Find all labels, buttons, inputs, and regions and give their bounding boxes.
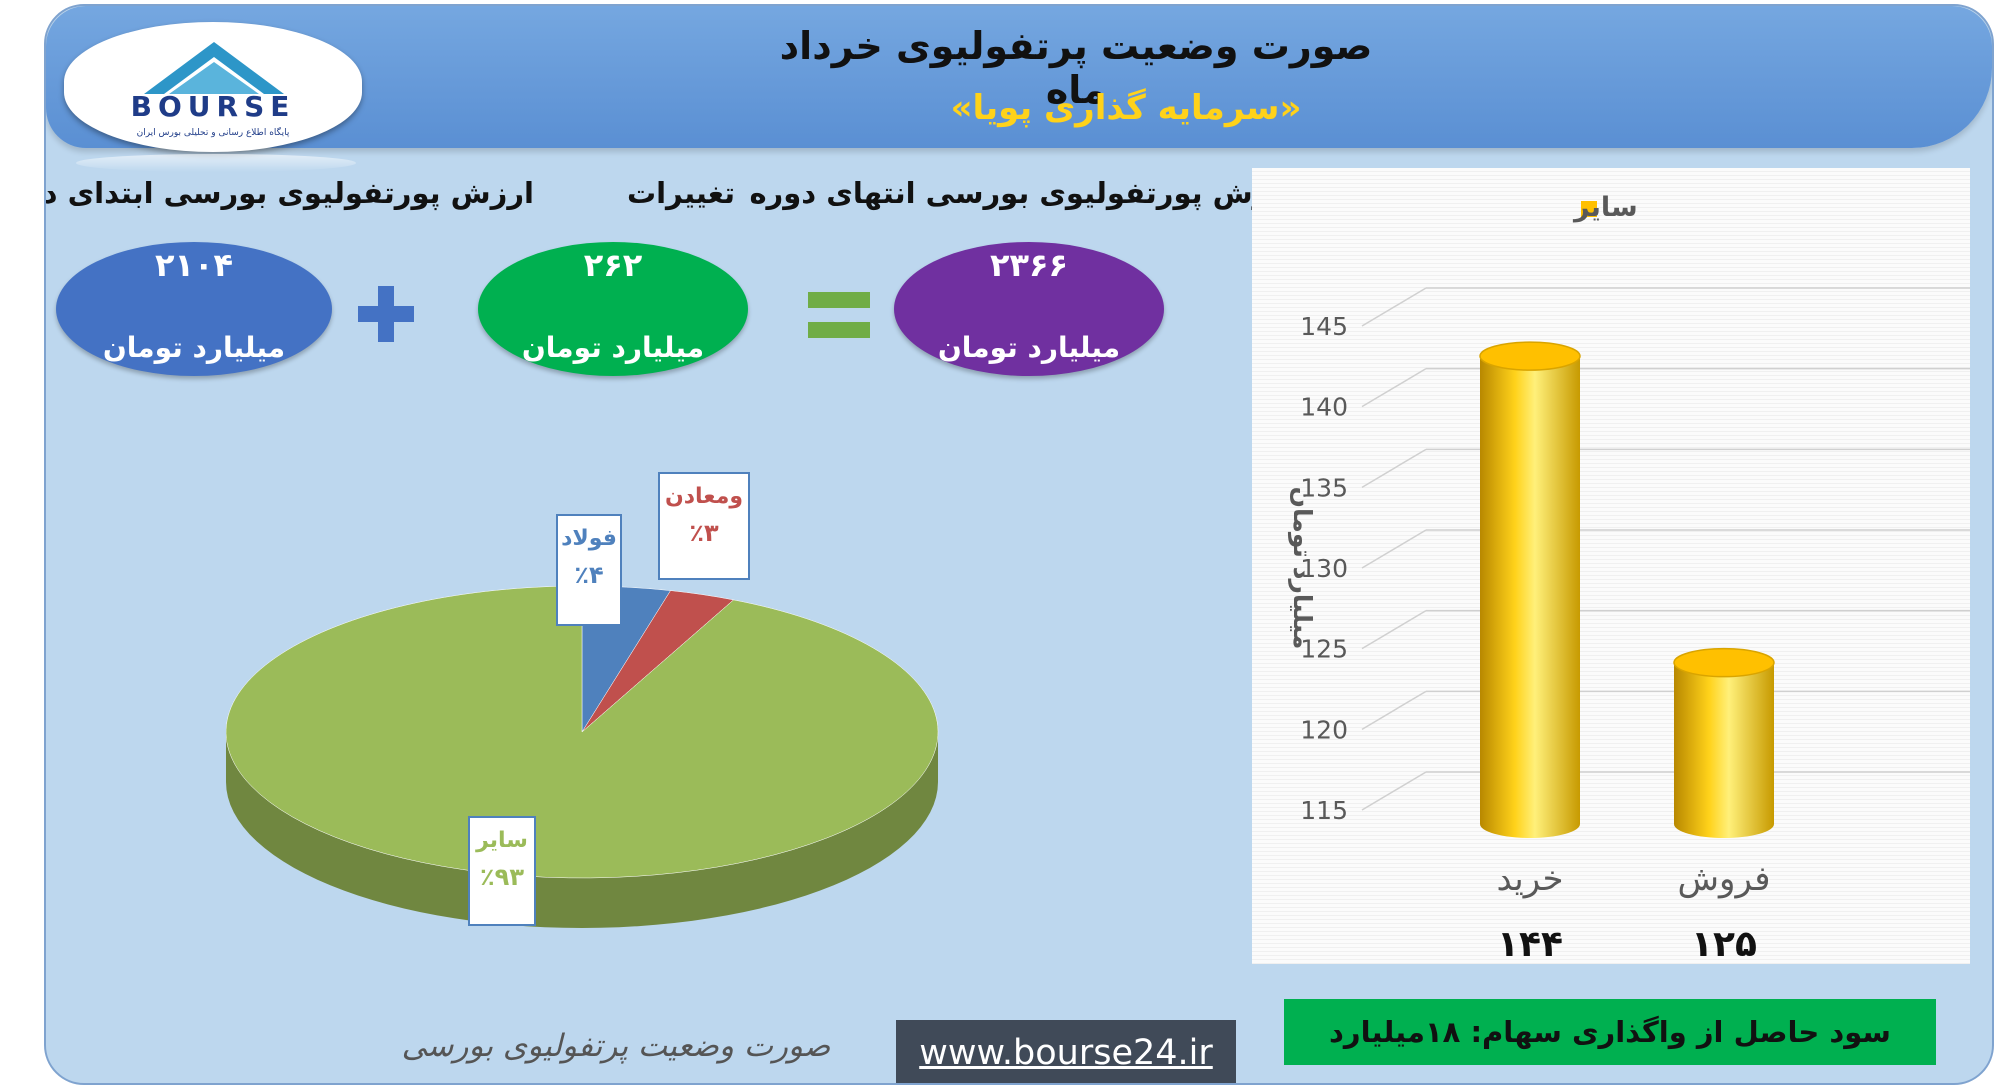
change-unit: میلیارد تومان	[521, 331, 705, 364]
gridline-diagonal	[1361, 529, 1427, 569]
y-tick-label: 125	[1300, 635, 1348, 664]
plus-icon	[358, 286, 414, 342]
y-tick-label: 120	[1300, 715, 1348, 744]
start-value-ellipse: ۲۱۰۴ میلیارد تومان	[56, 242, 332, 376]
gridline-diagonal	[1361, 448, 1427, 488]
y-tick-label: 115	[1300, 796, 1348, 825]
change-value: ۲۶۲	[583, 246, 643, 284]
bar-buy	[1480, 356, 1580, 838]
pie-label-mining-value: ٪۳	[689, 519, 719, 547]
pie-label-mining: ومعادن ٪۳	[658, 472, 750, 580]
bar-sell	[1674, 662, 1774, 838]
end-value-label: ارزش پورتفولیوی بورسی انتهای دوره	[749, 176, 1296, 210]
website-link[interactable]: www.bourse24.ir	[896, 1020, 1236, 1083]
pie-slice-other	[226, 585, 939, 879]
y-axis-label: میلیارد تومان	[1287, 487, 1317, 650]
bar-category-sell: فروش	[1678, 859, 1771, 899]
bar-buy-top	[1479, 341, 1581, 371]
pie-label-other-value: ٪۹۳	[480, 863, 524, 891]
profit-note: سود حاصل از واگذاری سهام: ۱۸میلیارد توما…	[1284, 999, 1936, 1083]
page-title: صورت وضعیت پرتفولیوی خرداد ماه	[779, 24, 1373, 112]
end-value-ellipse: ۲۳۶۶ میلیارد تومان	[894, 242, 1164, 376]
legend-label: سایر	[1574, 192, 1638, 223]
start-value-unit: میلیارد تومان	[102, 331, 286, 364]
bar-chart-panel	[1252, 168, 1970, 964]
start-value: ۲۱۰۴	[154, 246, 234, 284]
y-tick-label: 135	[1300, 473, 1348, 502]
gridline-diagonal	[1361, 287, 1427, 327]
bar-chart: 115 120 125 130 135 140 145 میلیارد تومان خرید ۱۴…	[1287, 287, 1970, 964]
pie-label-steel-name: فولاد	[561, 526, 617, 551]
logo-tagline: پایگاه اطلاع رسانی و تحلیلی بورس ایران	[137, 126, 290, 138]
page-subtitle: «سرمایه گذاری پویا»	[950, 88, 1302, 128]
legend-swatch	[1581, 201, 1597, 217]
pie-label-steel: فولاد ٪۴	[556, 514, 622, 626]
pie-label-steel-value: ٪۴	[574, 561, 604, 589]
pie-label-other-name: سایر	[476, 828, 528, 853]
bar-category-buy: خرید	[1496, 859, 1563, 899]
end-value: ۲۳۶۶	[989, 246, 1069, 284]
logo: BOURSE پایگاه اطلاع رسانی و تحلیلی بورس …	[64, 22, 362, 152]
pie-label-mining-name: ومعادن	[664, 484, 744, 509]
gridline-diagonal	[1361, 771, 1427, 811]
bar-value-buy: ۱۴۴	[1497, 924, 1563, 964]
pie-label-other: سایر ٪۹۳	[468, 816, 536, 926]
infographic-frame: صورت وضعیت پرتفولیوی خرداد ماه «سرمایه گ…	[44, 4, 1994, 1085]
pie-chart-caption: صورت وضعیت پرتفولیوی بورسی	[401, 1028, 831, 1064]
gridline-diagonal	[1361, 690, 1427, 730]
y-tick-label: 140	[1300, 393, 1348, 422]
header-bar	[46, 6, 1992, 148]
equals-icon	[808, 292, 870, 338]
bar-sell-top	[1673, 647, 1775, 678]
change-ellipse: ۲۶۲ میلیارد تومان	[478, 242, 748, 376]
logo-reflection	[76, 154, 356, 172]
start-value-label: ارزش پورتفولیوی بورسی ابتدای دوره	[44, 176, 534, 210]
gridline-diagonal	[1361, 368, 1427, 408]
change-label: تغییرات	[626, 176, 736, 210]
logo-graphic: BOURSE پایگاه اطلاع رسانی و تحلیلی بورس …	[131, 42, 296, 138]
y-tick-label: 130	[1300, 554, 1348, 583]
logo-wordmark: BOURSE	[131, 90, 296, 123]
bar-value-sell: ۱۲۵	[1691, 924, 1757, 964]
gridline-diagonal	[1361, 610, 1427, 650]
y-tick-label: 145	[1300, 312, 1348, 341]
end-value-unit: میلیارد تومان	[937, 331, 1121, 364]
pie-side-wall	[226, 732, 938, 928]
